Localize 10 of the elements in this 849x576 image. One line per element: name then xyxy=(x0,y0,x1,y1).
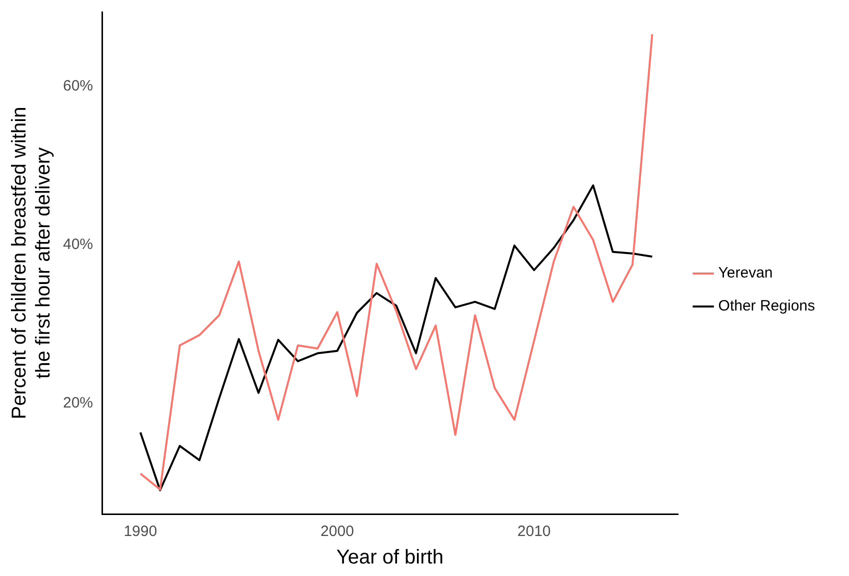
x-tick-label: 1990 xyxy=(124,523,158,540)
y-tick-label: 40% xyxy=(62,236,94,253)
y-tick-label: 60% xyxy=(62,78,94,95)
x-axis-title: Year of birth xyxy=(336,546,444,569)
y-tick-label: 20% xyxy=(62,394,94,412)
x-tick-label: 2000 xyxy=(320,523,354,540)
y-axis-title: Percent of children breastfed within the first hour after delivery xyxy=(8,106,55,420)
legend-label: Other Regions xyxy=(718,298,815,315)
legend-label: Yerevan xyxy=(718,264,773,282)
x-tick-label: 2010 xyxy=(517,523,551,540)
